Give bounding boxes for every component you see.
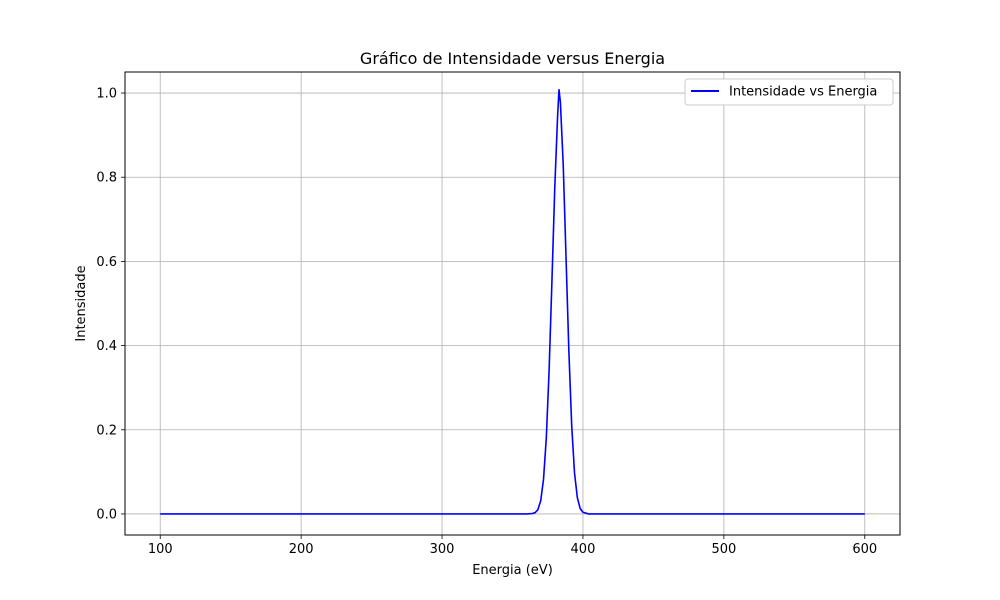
x-tick-label: 200 — [289, 542, 314, 557]
x-axis-ticks: 100 200 300 400 500 600 — [148, 535, 877, 557]
y-axis-ticks: 0.0 0.2 0.4 0.6 0.8 1.0 — [96, 87, 125, 522]
y-tick-label: 0.6 — [96, 255, 117, 270]
x-axis-label: Energia (eV) — [472, 563, 553, 578]
chart-title: Gráfico de Intensidade versus Energia — [360, 49, 665, 68]
legend: Intensidade vs Energia — [684, 78, 894, 106]
x-tick-label: 600 — [852, 542, 877, 557]
x-tick-label: 100 — [148, 542, 173, 557]
y-tick-label: 0.8 — [96, 171, 117, 186]
y-tick-label: 0.4 — [96, 339, 117, 354]
series-layer — [160, 88, 865, 515]
y-tick-label: 0.2 — [96, 423, 117, 438]
x-tick-label: 500 — [711, 542, 736, 557]
y-axis-label: Intensidade — [74, 265, 89, 341]
grid — [125, 72, 900, 535]
legend-label: Intensidade vs Energia — [729, 85, 877, 100]
legend-box — [684, 78, 894, 106]
x-tick-label: 400 — [571, 542, 596, 557]
x-tick-label: 300 — [430, 542, 455, 557]
series-line — [160, 88, 865, 515]
y-tick-label: 1.0 — [96, 87, 117, 102]
y-tick-label: 0.0 — [96, 507, 117, 522]
plot-area-frame — [124, 71, 901, 536]
